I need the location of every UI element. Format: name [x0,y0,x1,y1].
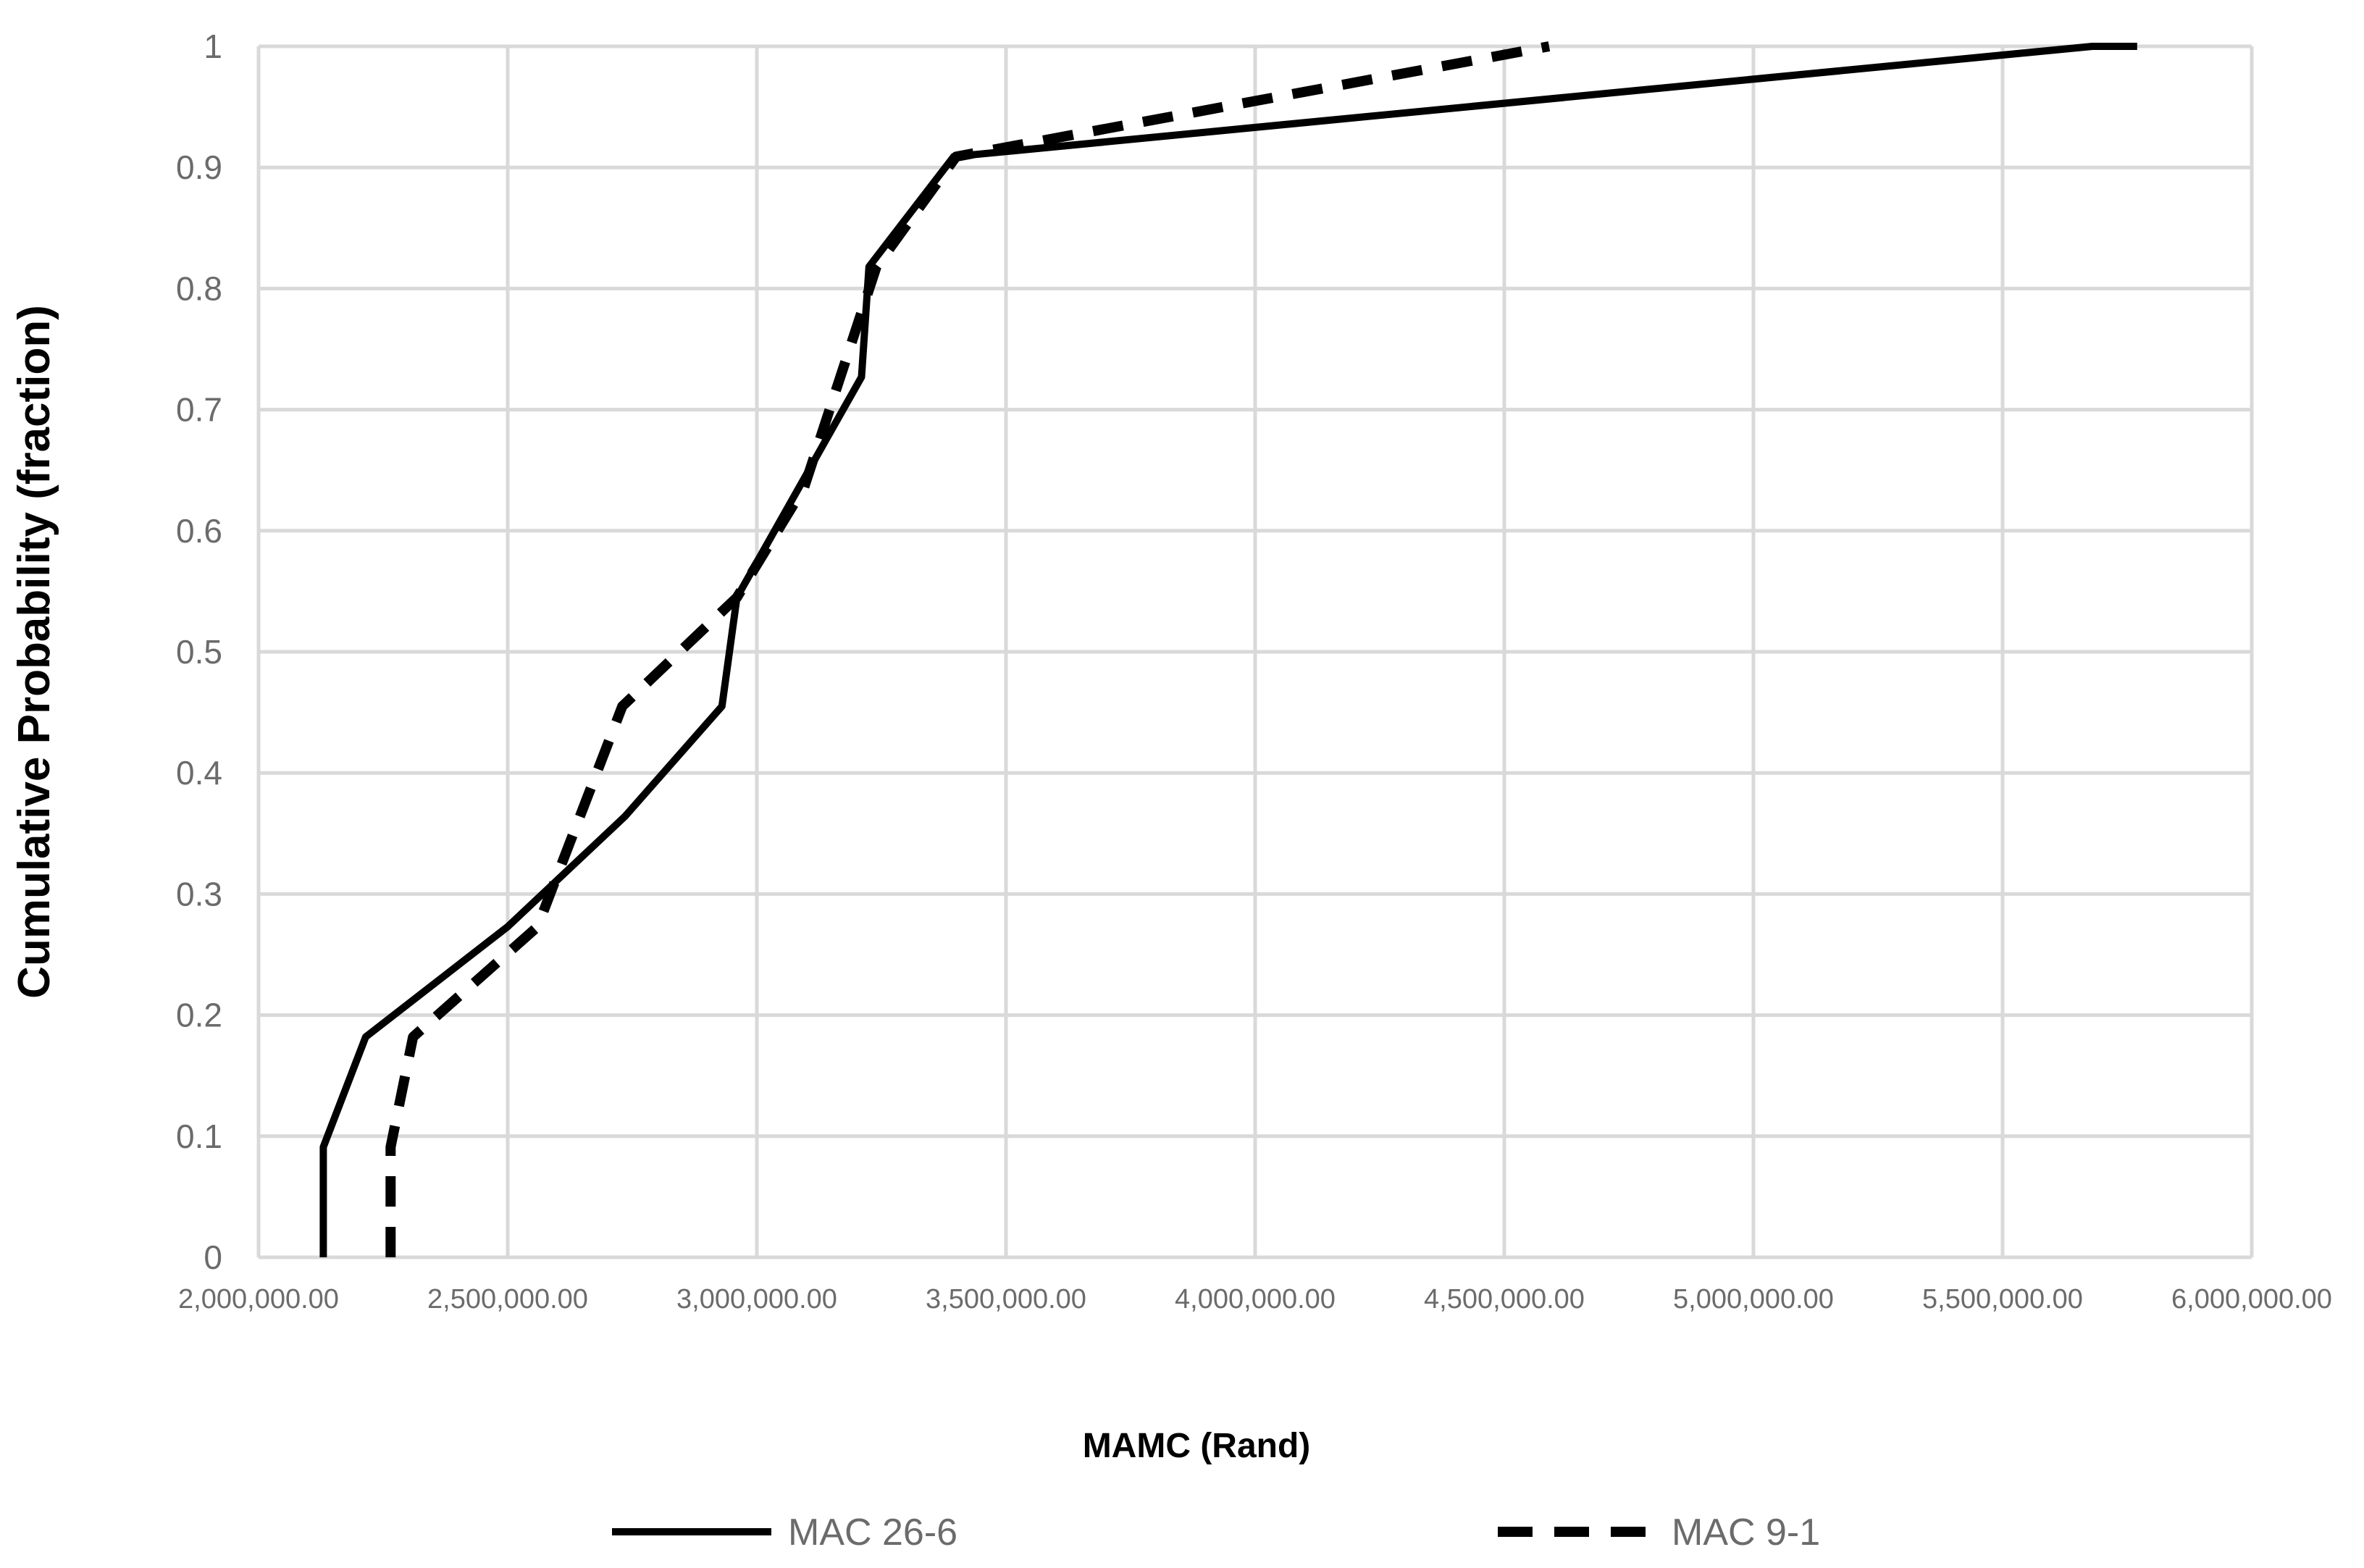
y-tick-label: 0.1 [176,1118,222,1155]
x-tick-label: 5,000,000.00 [1673,1284,1834,1315]
x-tick-label: 6,000,000.00 [2171,1284,2332,1315]
y-tick-label: 0.4 [176,754,222,792]
legend: MAC 26-6 MAC 9-1 [612,1512,1820,1554]
y-tick-label: 0.3 [176,875,222,913]
legend-label-2: MAC 9-1 [1672,1512,1820,1554]
y-tick-label: 0.6 [176,512,222,550]
y-axis-title: Cumulative Probability (fraction) [9,305,59,999]
y-tick-label: 0.9 [176,148,222,186]
x-tick-label: 3,000,000.00 [676,1284,837,1315]
legend-label-1: MAC 26-6 [788,1512,957,1554]
series-line-2 [385,41,1551,1257]
x-axis-title: MAMC (Rand) [1083,1427,1311,1465]
y-tick-labels: 0 0.1 0.2 0.3 0.4 0.5 0.6 0.7 0.8 0.9 1 [176,28,222,1276]
y-tick-label: 0.5 [176,633,222,671]
grid-lines [256,44,2254,1259]
x-tick-label: 2,000,000.00 [178,1284,339,1315]
y-tick-label: 0 [204,1238,222,1276]
x-tick-label: 2,500,000.00 [427,1284,588,1315]
series-line-1 [319,43,2137,1257]
x-tick-label: 3,500,000.00 [926,1284,1086,1315]
y-tick-label: 1 [204,28,222,65]
y-tick-label: 0.7 [176,391,222,429]
y-tick-label: 0.2 [176,997,222,1034]
x-tick-label: 5,500,000.00 [1922,1284,2083,1315]
x-tick-labels: 2,000,000.00 2,500,000.00 3,000,000.00 3,50… [178,1284,2332,1315]
x-tick-label: 4,000,000.00 [1175,1284,1336,1315]
plot-lines [319,41,2137,1257]
x-tick-label: 4,500,000.00 [1424,1284,1585,1315]
y-tick-label: 0.8 [176,269,222,307]
